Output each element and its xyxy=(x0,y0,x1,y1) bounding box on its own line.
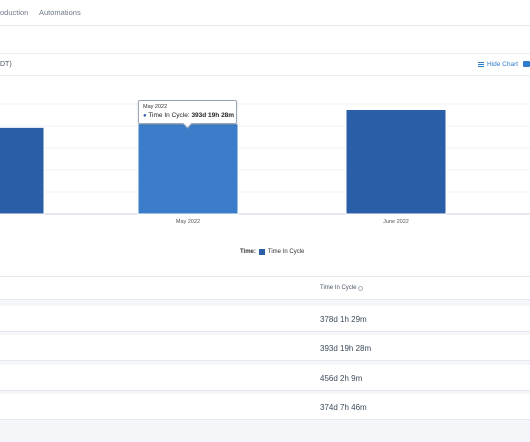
sub-toolbar xyxy=(0,26,530,54)
x-tick-label: May 2022 xyxy=(176,219,200,225)
bar-chart: May 2022 June 2022 xyxy=(0,103,530,225)
time-in-cycle-cell: 378d 1h 29m xyxy=(320,315,367,324)
table-row[interactable]: 393d 19h 28m xyxy=(0,335,530,361)
tooltip-row: ● Time In Cycle: 393d 19h 28m xyxy=(143,111,235,121)
chart-legend: Time: Time In Cycle xyxy=(240,249,304,255)
column-header-time-in-cycle[interactable]: Time In Cycle xyxy=(320,285,364,291)
time-in-cycle-cell: 393d 19h 28m xyxy=(320,344,372,353)
table-row[interactable]: 456d 2h 9m xyxy=(0,365,530,391)
table-row[interactable]: 378d 1h 29m xyxy=(0,306,530,332)
hide-chart-label: Hide Chart xyxy=(487,61,519,68)
timezone-label: DT) xyxy=(0,61,12,68)
table-header: Time In Cycle xyxy=(0,276,530,300)
column-header-label: Time In Cycle xyxy=(320,285,357,291)
info-icon xyxy=(358,285,364,291)
time-in-cycle-cell: 456d 2h 9m xyxy=(320,374,363,383)
chart-tooltip: May 2022 ● Time In Cycle: 393d 19h 28m xyxy=(138,100,237,124)
hide-chart-button[interactable]: Hide Chart xyxy=(478,61,518,68)
series-dot-icon: ● xyxy=(143,113,147,119)
legend-swatch xyxy=(258,249,265,255)
x-tick-label: June 2022 xyxy=(383,219,409,225)
time-in-cycle-cell: 374d 7h 46m xyxy=(320,403,367,412)
list-icon xyxy=(478,62,484,67)
chart-header: DT) Hide Chart xyxy=(0,54,530,76)
legend-series-label[interactable]: Time In Cycle xyxy=(267,249,305,255)
tooltip-date: May 2022 xyxy=(143,104,168,110)
tooltip-value: 393d 19h 28m xyxy=(191,112,235,119)
results-table: Time In Cycle 378d 1h 29m 393d 19h 28m 4… xyxy=(0,276,530,442)
top-nav: oduction Automations xyxy=(0,0,530,26)
tab-automations[interactable]: Automations xyxy=(39,8,81,17)
bar-2[interactable] xyxy=(345,108,447,215)
chart-area: May 2022 June 2022 xyxy=(0,76,530,276)
bar-0[interactable] xyxy=(0,126,45,215)
tab-production[interactable]: oduction xyxy=(0,8,29,17)
chart-options-icon[interactable] xyxy=(523,61,530,67)
tooltip-series-label: Time In Cycle: xyxy=(148,112,190,119)
legend-title: Time: xyxy=(240,249,256,255)
table-row[interactable]: 374d 7h 46m xyxy=(0,394,530,420)
bar-1[interactable] xyxy=(137,123,239,215)
